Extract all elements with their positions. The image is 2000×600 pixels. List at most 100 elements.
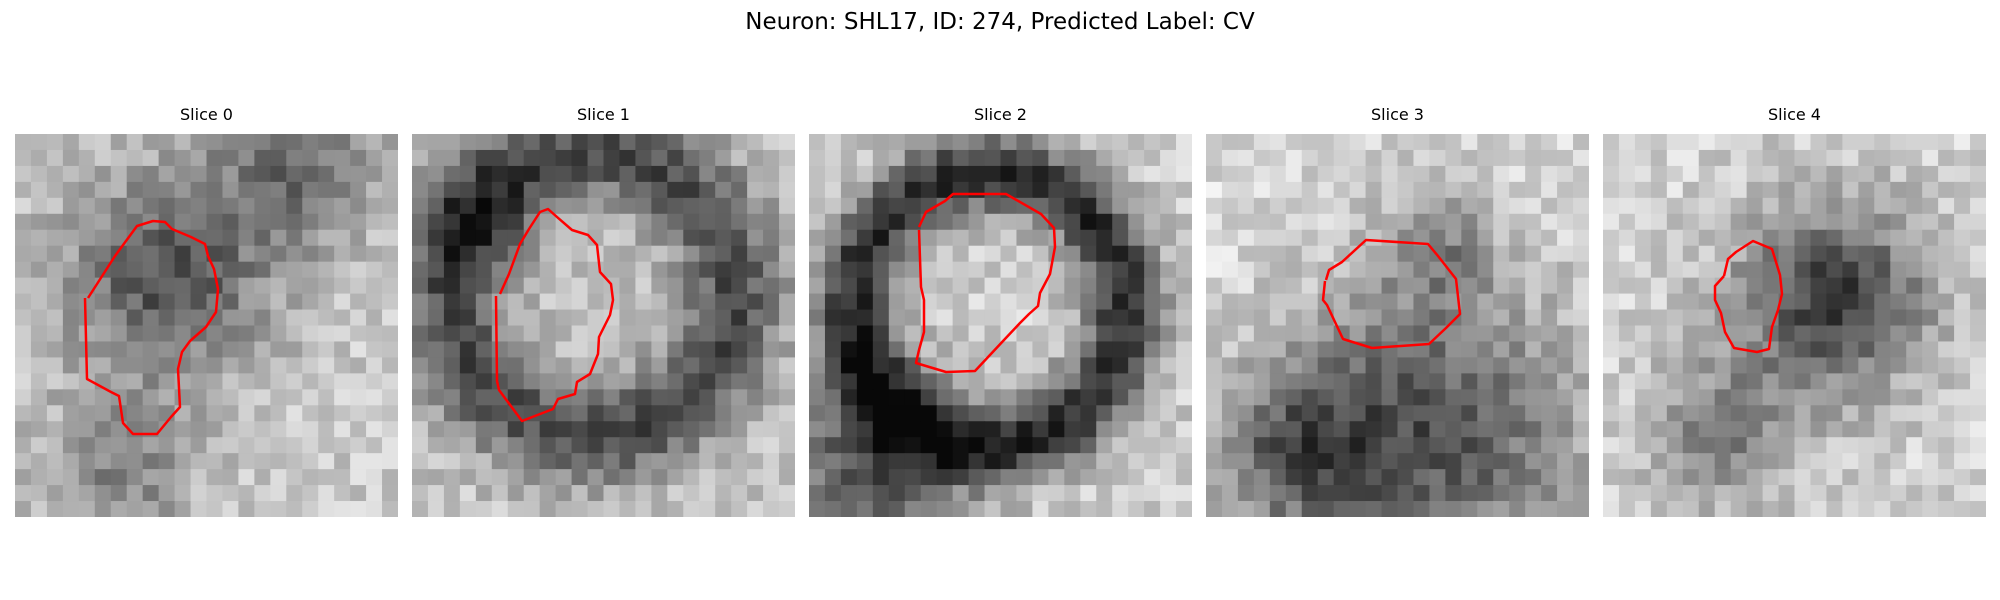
image-pixel	[556, 262, 573, 279]
image-pixel	[747, 373, 764, 390]
image-pixel	[460, 341, 477, 358]
image-pixel	[460, 246, 477, 263]
image-pixel	[1270, 310, 1287, 327]
image-pixel	[382, 469, 398, 486]
image-pixel	[1779, 310, 1796, 327]
image-pixel	[699, 389, 716, 406]
image-pixel	[1525, 134, 1542, 151]
image-pixel	[1635, 166, 1652, 183]
image-pixel	[1938, 373, 1955, 390]
image-pixel	[540, 182, 557, 199]
image-pixel	[1763, 134, 1780, 151]
image-pixel	[985, 246, 1002, 263]
image-pixel	[1366, 278, 1383, 295]
image-pixel	[1302, 166, 1319, 183]
image-pixel	[1270, 421, 1287, 438]
image-pixel	[1048, 294, 1065, 311]
image-pixel	[1176, 198, 1192, 215]
image-pixel	[572, 357, 589, 374]
image-pixel	[1842, 357, 1859, 374]
image-pixel	[412, 278, 429, 295]
image-pixel	[127, 437, 144, 454]
image-pixel	[1096, 389, 1113, 406]
image-pixel	[350, 182, 367, 199]
image-pixel	[1302, 453, 1319, 470]
image-pixel	[444, 326, 461, 343]
image-pixel	[302, 341, 319, 358]
image-pixel	[334, 310, 351, 327]
image-pixel	[143, 294, 160, 311]
image-pixel	[350, 469, 367, 486]
image-pixel	[985, 198, 1002, 215]
image-pixel	[127, 501, 144, 517]
image-pixel	[937, 134, 954, 151]
image-pixel	[857, 405, 874, 422]
image-pixel	[1667, 405, 1684, 422]
image-pixel	[1334, 437, 1351, 454]
image-pixel	[1461, 310, 1478, 327]
image-pixel	[588, 405, 605, 422]
image-pixel	[1413, 453, 1430, 470]
image-pixel	[222, 310, 239, 327]
image-pixel	[1001, 453, 1018, 470]
image-pixel	[1413, 278, 1430, 295]
image-pixel	[604, 150, 621, 167]
image-pixel	[1334, 389, 1351, 406]
image-pixel	[524, 198, 541, 215]
image-pixel	[382, 437, 398, 454]
image-pixel	[1382, 469, 1399, 486]
image-pixel	[382, 485, 398, 502]
image-pixel	[873, 214, 890, 231]
image-pixel	[1112, 278, 1129, 295]
image-pixel	[905, 150, 922, 167]
image-pixel	[1795, 421, 1812, 438]
image-pixel	[1144, 134, 1161, 151]
image-pixel	[47, 469, 64, 486]
image-pixel	[1318, 437, 1335, 454]
image-pixel	[1619, 134, 1636, 151]
image-pixel	[79, 246, 96, 263]
image-pixel	[1938, 246, 1955, 263]
image-pixel	[779, 326, 795, 343]
image-pixel	[1254, 501, 1271, 517]
image-pixel	[1906, 421, 1923, 438]
image-pixel	[63, 341, 80, 358]
image-pixel	[318, 469, 335, 486]
image-pixel	[492, 326, 509, 343]
image-pixel	[1048, 453, 1065, 470]
image-pixel	[1635, 150, 1652, 167]
image-pixel	[428, 421, 445, 438]
image-pixel	[1286, 246, 1303, 263]
image-pixel	[63, 166, 80, 183]
image-pixel	[1922, 230, 1939, 247]
image-pixel	[270, 310, 287, 327]
image-pixel	[1477, 501, 1494, 517]
image-pixel	[1112, 469, 1129, 486]
image-pixel	[588, 262, 605, 279]
image-pixel	[1954, 405, 1971, 422]
image-pixel	[905, 214, 922, 231]
image-pixel	[873, 469, 890, 486]
image-pixel	[763, 134, 780, 151]
image-pixel	[111, 405, 128, 422]
image-pixel	[921, 501, 938, 517]
image-pixel	[1128, 469, 1145, 486]
image-pixel	[1747, 150, 1764, 167]
image-pixel	[1683, 405, 1700, 422]
image-pixel	[1667, 262, 1684, 279]
image-pixel	[1906, 373, 1923, 390]
image-pixel	[175, 214, 192, 231]
image-pixel	[1667, 421, 1684, 438]
image-pixel	[699, 230, 716, 247]
image-pixel	[1206, 326, 1223, 343]
image-pixel	[1699, 357, 1716, 374]
image-pixel	[1493, 166, 1510, 183]
image-pixel	[1286, 214, 1303, 231]
image-pixel	[1160, 357, 1177, 374]
image-pixel	[1160, 341, 1177, 358]
image-pixel	[937, 166, 954, 183]
image-pixel	[873, 437, 890, 454]
image-pixel	[127, 469, 144, 486]
image-pixel	[492, 294, 509, 311]
image-pixel	[1493, 405, 1510, 422]
